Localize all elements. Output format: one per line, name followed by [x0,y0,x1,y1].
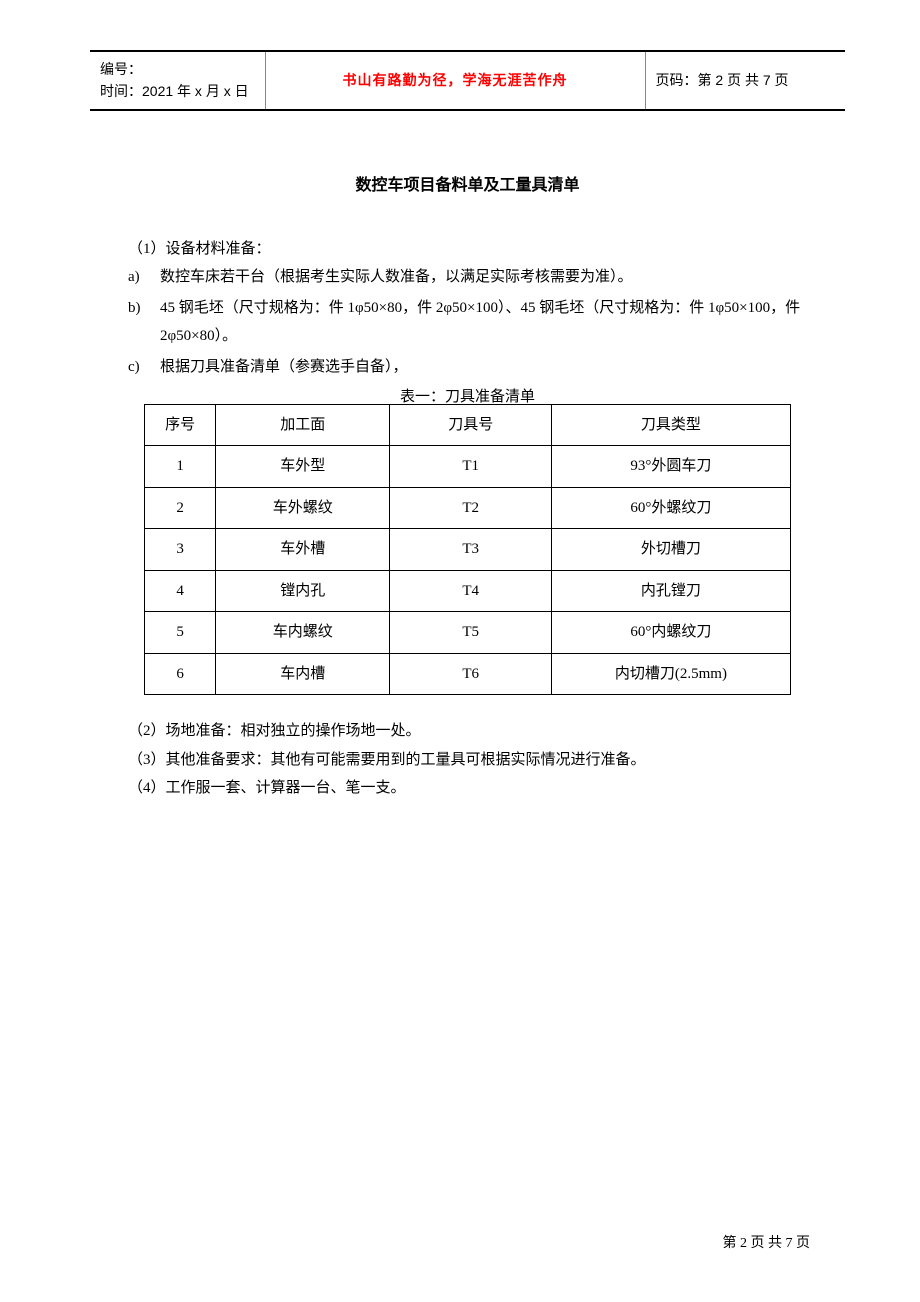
cell-tool-type: 60°外螺纹刀 [551,487,790,529]
list-text: 45 钢毛坯（尺寸规格为：件 1φ50×80，件 2φ50×100）、45 钢毛… [160,300,800,345]
cell-seq: 4 [145,570,216,612]
cell-tool-type: 内孔镗刀 [551,570,790,612]
list-item: b)45 钢毛坯（尺寸规格为：件 1φ50×80，件 2φ50×100）、45 … [100,294,835,351]
cell-surface: 车内槽 [216,653,390,695]
header-motto: 书山有路勤为径，学海无涯苦作舟 [265,51,645,110]
cell-seq: 3 [145,529,216,571]
cell-tool-no: T2 [390,487,551,529]
list-marker: c) [128,353,160,382]
list-item: c)根据刀具准备清单（参赛选手自备）， [100,353,835,382]
cell-surface: 镗内孔 [216,570,390,612]
list-text: 数控车床若干台（根据考生实际人数准备，以满足实际考核需要为准）。 [160,269,633,285]
th-surface: 加工面 [216,404,390,446]
document-title: 数控车项目备料单及工量具清单 [90,171,845,195]
table-row: 1 车外型 T1 93°外圆车刀 [145,446,791,488]
header-left-cell: 编号： 时间：2021 年 x 月 x 日 [90,51,265,110]
content-body: （1）设备材料准备： a)数控车床若干台（根据考生实际人数准备，以满足实际考核需… [90,235,845,803]
time-label: 时间：2021 年 x 月 x 日 [100,80,255,102]
list-marker: a) [128,263,160,292]
header-table: 编号： 时间：2021 年 x 月 x 日 书山有路勤为径，学海无涯苦作舟 页码… [90,50,845,111]
table-row: 4 镗内孔 T4 内孔镗刀 [145,570,791,612]
tool-table: 序号 加工面 刀具号 刀具类型 1 车外型 T1 93°外圆车刀 2 车外螺纹 … [144,404,791,696]
table-body: 1 车外型 T1 93°外圆车刀 2 车外螺纹 T2 60°外螺纹刀 3 车外槽… [145,446,791,695]
table-row: 2 车外螺纹 T2 60°外螺纹刀 [145,487,791,529]
section-1-heading: （1）设备材料准备： [100,235,835,264]
cell-tool-no: T1 [390,446,551,488]
th-seq: 序号 [145,404,216,446]
table-row: 3 车外槽 T3 外切槽刀 [145,529,791,571]
cell-tool-type: 93°外圆车刀 [551,446,790,488]
cell-tool-no: T4 [390,570,551,612]
cell-tool-no: T3 [390,529,551,571]
section-2: （2）场地准备：相对独立的操作场地一处。 [100,717,835,746]
table-row: 6 车内槽 T6 内切槽刀(2.5mm) [145,653,791,695]
page-footer: 第 2 页 共 7 页 [723,1232,811,1252]
cell-surface: 车外螺纹 [216,487,390,529]
table-header-row: 序号 加工面 刀具号 刀具类型 [145,404,791,446]
header-page-label: 页码：第 2 页 共 7 页 [645,51,845,110]
section-4: （4）工作服一套、计算器一台、笔一支。 [100,774,835,803]
cell-tool-no: T5 [390,612,551,654]
cell-seq: 2 [145,487,216,529]
page-container: 编号： 时间：2021 年 x 月 x 日 书山有路勤为径，学海无涯苦作舟 页码… [0,0,920,1302]
cell-tool-type: 内切槽刀(2.5mm) [551,653,790,695]
list-text: 根据刀具准备清单（参赛选手自备）， [160,359,408,375]
cell-tool-no: T6 [390,653,551,695]
cell-seq: 1 [145,446,216,488]
doc-number-label: 编号： [100,58,255,80]
list-item: a)数控车床若干台（根据考生实际人数准备，以满足实际考核需要为准）。 [100,263,835,292]
cell-tool-type: 外切槽刀 [551,529,790,571]
cell-surface: 车内螺纹 [216,612,390,654]
cell-surface: 车外型 [216,446,390,488]
section-3: （3）其他准备要求：其他有可能需要用到的工量具可根据实际情况进行准备。 [100,746,835,775]
after-table-block: （2）场地准备：相对独立的操作场地一处。 （3）其他准备要求：其他有可能需要用到… [100,717,835,803]
table-row: 5 车内螺纹 T5 60°内螺纹刀 [145,612,791,654]
th-tool-type: 刀具类型 [551,404,790,446]
cell-tool-type: 60°内螺纹刀 [551,612,790,654]
list-marker: b) [128,294,160,323]
cell-seq: 5 [145,612,216,654]
cell-surface: 车外槽 [216,529,390,571]
cell-seq: 6 [145,653,216,695]
